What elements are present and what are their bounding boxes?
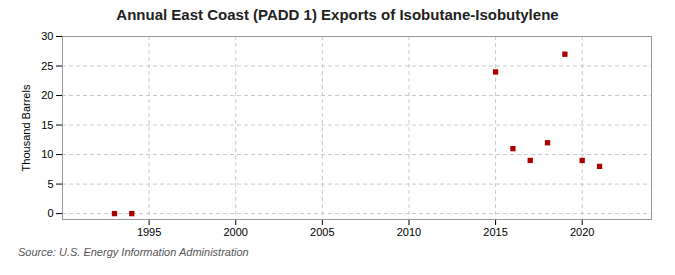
svg-text:2015: 2015 <box>483 226 507 238</box>
html-text:Source: U.S. Energy Informatio: Source: U.S. Energy Information Administ… <box>18 246 249 258</box>
svg-text:Thousand Barrels: Thousand Barrels <box>20 84 32 171</box>
svg-text:2000: 2000 <box>223 226 247 238</box>
svg-text:30: 30 <box>41 30 53 42</box>
svg-text:15: 15 <box>41 119 53 131</box>
svg-text:1995: 1995 <box>137 226 161 238</box>
svg-text:2005: 2005 <box>310 226 334 238</box>
svg-text:5: 5 <box>47 178 53 190</box>
svg-text:20: 20 <box>41 89 53 101</box>
svg-text:10: 10 <box>41 148 53 160</box>
svg-text:2020: 2020 <box>570 226 594 238</box>
svg-text:2010: 2010 <box>397 226 421 238</box>
html-text:Annual East Coast (PADD 1) Exp: Annual East Coast (PADD 1) Exports of Is… <box>116 6 559 23</box>
svg-text:25: 25 <box>41 60 53 72</box>
svg-text:0: 0 <box>47 207 53 219</box>
